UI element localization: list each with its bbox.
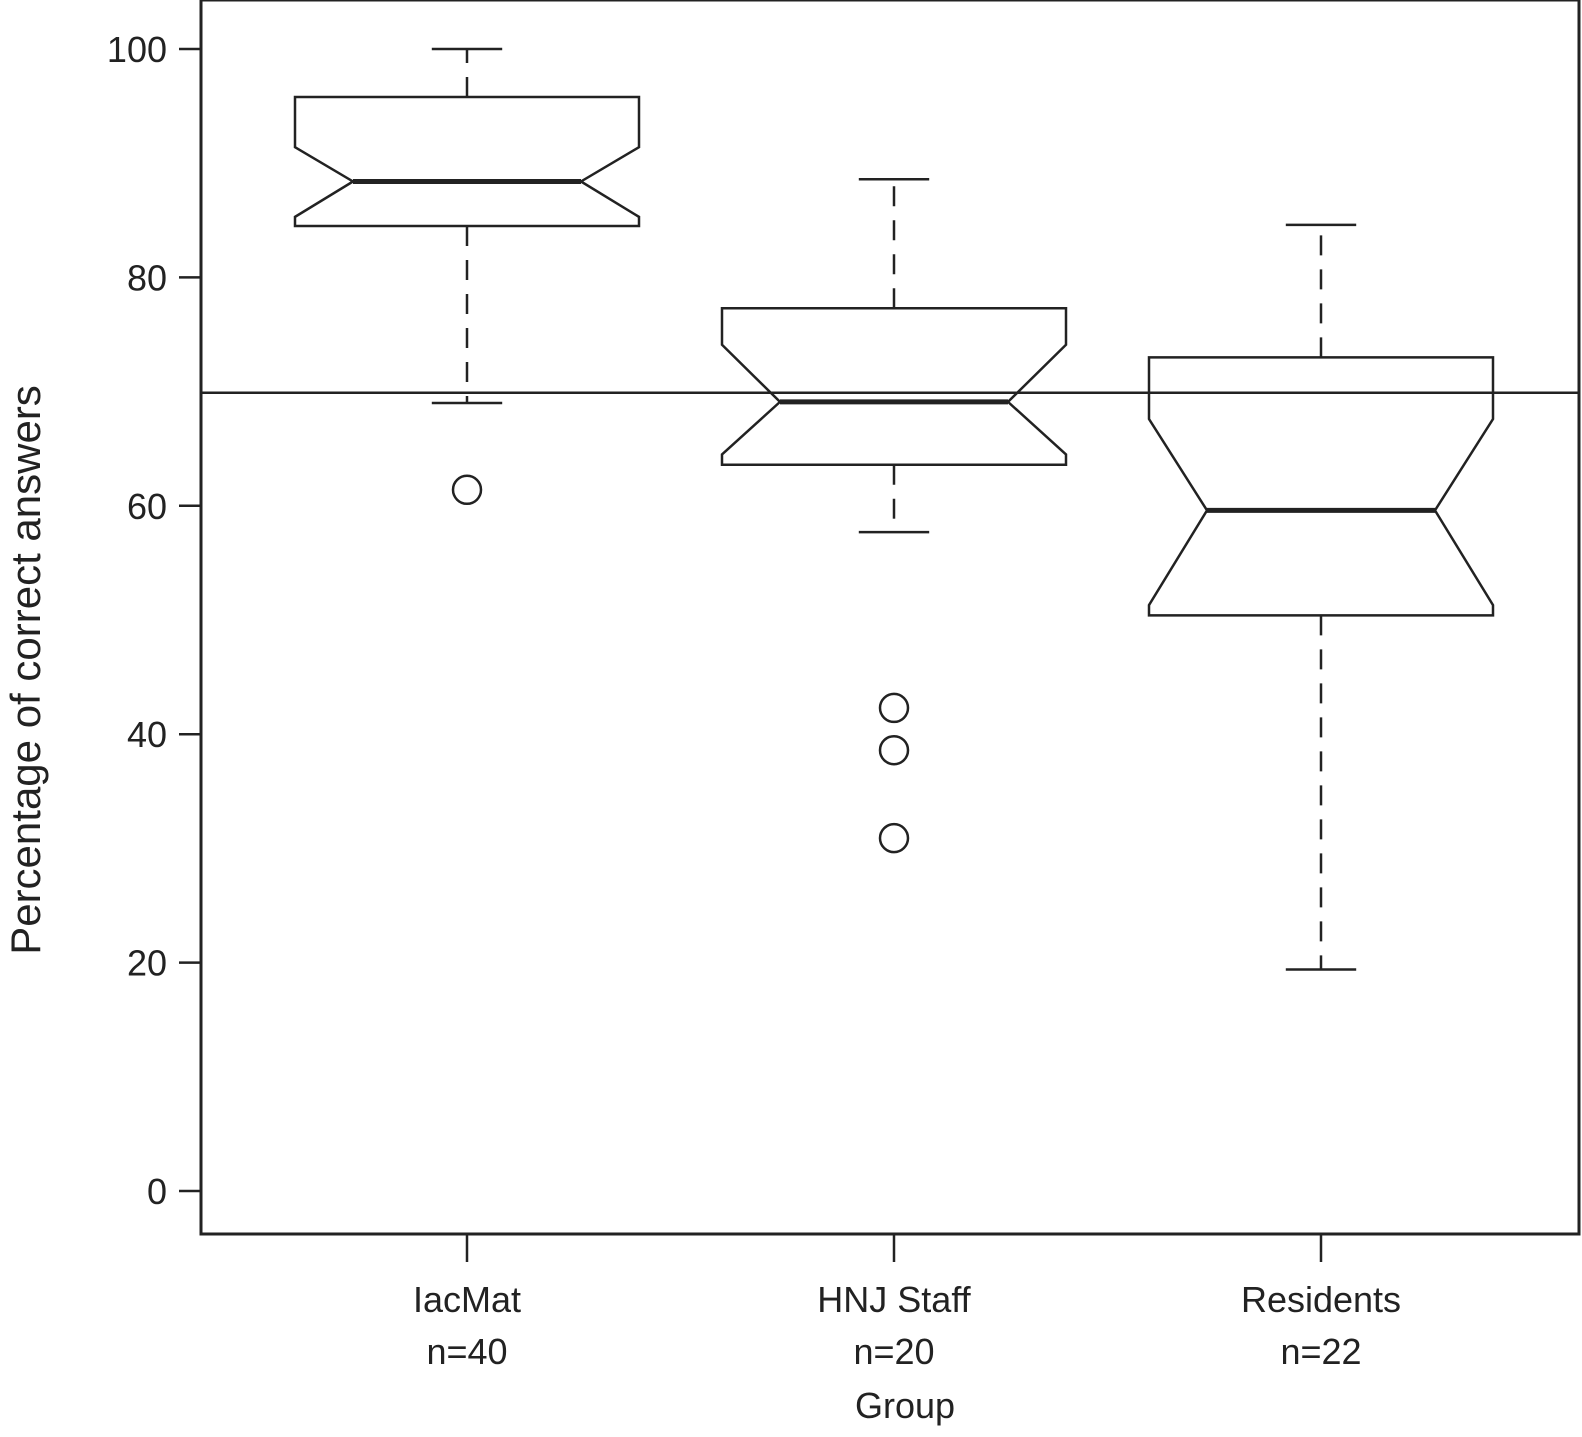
x-tick-label: HNJ Staff [817,1279,971,1320]
y-axis: 0 20 40 60 80 100 [107,29,201,1212]
y-tick-label: 80 [127,257,167,298]
y-tick-label: 40 [127,714,167,755]
x-tick-count-label: n=22 [1280,1331,1361,1372]
x-axis: IacMat n=40 HNJ Staff n=20 Residents n=22 [413,1234,1401,1372]
y-tick-label: 20 [127,943,167,984]
x-tick-label: Residents [1241,1279,1401,1320]
box-group [293,47,641,506]
plot-frame [199,0,1581,1236]
y-tick-label: 100 [107,29,167,70]
box-group [720,177,1068,854]
outlier-point [878,692,910,724]
outlier-point [451,474,483,506]
boxes [293,47,1495,971]
outlier-point [878,734,910,766]
x-tick-count-label: n=20 [853,1331,934,1372]
y-tick-label: 60 [127,486,167,527]
x-tick-label: IacMat [413,1279,521,1320]
x-tick-count-label: n=40 [426,1331,507,1372]
y-tick-label: 0 [147,1171,167,1212]
box-group [1147,223,1495,971]
box-body [293,95,641,228]
box-body [720,306,1068,466]
outlier-point [878,822,910,854]
x-axis-label: Group [855,1385,955,1426]
box-body [1147,356,1495,617]
y-axis-label: Percentage of correct answers [2,385,49,955]
